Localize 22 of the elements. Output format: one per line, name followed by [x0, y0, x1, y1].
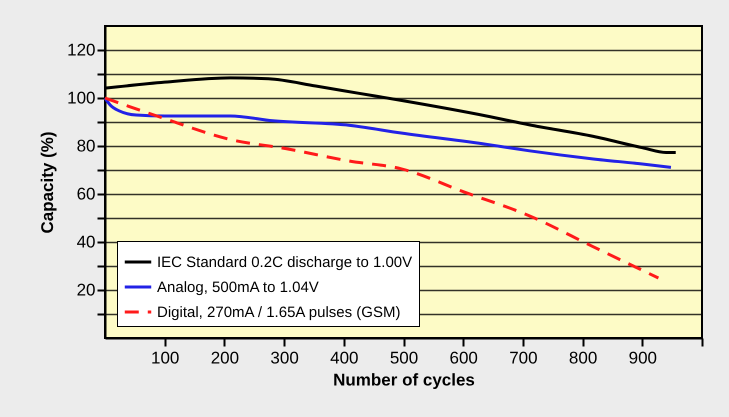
- y-tick-label: 60: [76, 184, 96, 204]
- x-tick-label: 900: [628, 348, 657, 368]
- x-tick-label: 200: [210, 348, 240, 368]
- y-tick-label: 20: [76, 280, 96, 300]
- x-tick-label: 300: [270, 348, 299, 368]
- x-tick-label: 100: [151, 348, 180, 368]
- x-tick-label: 600: [450, 348, 478, 368]
- y-tick-label: 120: [67, 40, 96, 60]
- y-tick-label: 100: [67, 88, 96, 108]
- line-series: [104, 96, 672, 169]
- x-tick-label: 400: [330, 348, 358, 368]
- y-tick-label: 80: [76, 136, 96, 156]
- x-tick-label: 500: [390, 348, 418, 368]
- legend-label: Digital, 270mA / 1.65A pulses (GSM): [157, 304, 400, 321]
- x-tick-label: 700: [509, 348, 538, 368]
- line-series: [104, 96, 660, 280]
- legend-label: IEC Standard 0.2C discharge to 1.00V: [157, 254, 412, 271]
- x-tick-label: 800: [568, 348, 598, 368]
- legend-label: Analog, 500mA to 1.04V: [157, 279, 319, 296]
- y-tick-label: 40: [76, 232, 96, 252]
- y-axis-title: Capacity (%): [38, 131, 58, 234]
- x-axis-title: Number of cycles: [333, 370, 475, 390]
